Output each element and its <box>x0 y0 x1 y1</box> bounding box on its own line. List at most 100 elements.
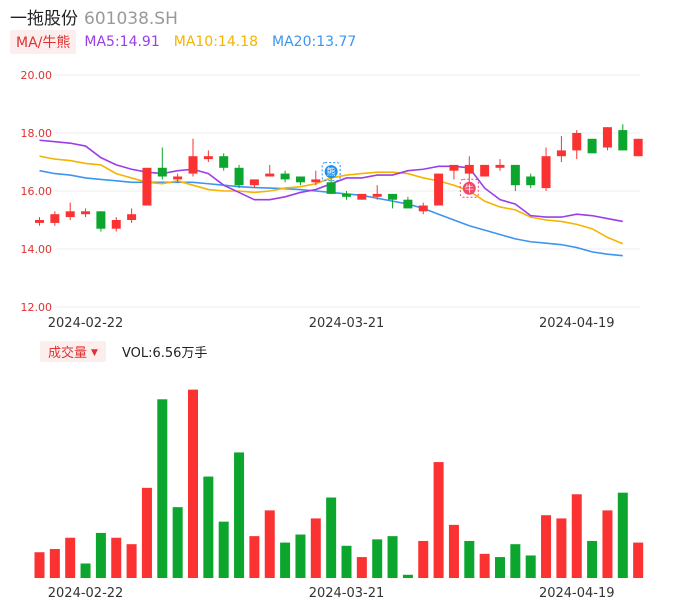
volume-bar <box>249 536 260 578</box>
y-tick-label: 20.00 <box>21 69 53 82</box>
volume-bar <box>587 540 598 578</box>
volume-bar <box>326 497 337 578</box>
volume-bar <box>617 492 628 578</box>
volume-bar <box>295 534 306 578</box>
candle-body <box>35 220 44 223</box>
volume-bar <box>49 549 60 578</box>
candle-body <box>295 176 305 183</box>
candle-body <box>556 150 566 157</box>
volume-bar <box>510 544 521 578</box>
candle-body <box>111 220 121 229</box>
caret-down-icon: ▼ <box>91 347 98 358</box>
candle-body <box>602 127 612 148</box>
stock-title: 一拖股份 601038.SH <box>10 4 178 29</box>
candle-body <box>142 167 152 206</box>
candle-body <box>342 193 351 197</box>
volume-bar <box>633 542 644 578</box>
candle-body <box>587 138 597 154</box>
volume-bar <box>479 553 490 578</box>
bull-marker-label: 牛 <box>465 183 474 195</box>
volume-bar <box>203 476 214 578</box>
volume-indicator-button[interactable]: 成交量 ▼ <box>40 340 106 362</box>
candle-body <box>449 164 459 171</box>
candle-body <box>326 182 336 194</box>
volume-bar <box>310 518 321 578</box>
volume-bar <box>218 521 229 578</box>
bull-marker-frame <box>459 178 479 198</box>
ma-toolbar: MA/牛熊 MA5:14.91 MA10:14.18 MA20:13.77 <box>10 30 370 54</box>
volume-bar <box>172 507 183 578</box>
x-tick-label: 2024-04-19 <box>539 316 615 331</box>
volume-bar <box>571 494 582 578</box>
candle-body <box>249 179 259 186</box>
candle-body <box>173 176 183 180</box>
candle-body <box>65 211 75 218</box>
volume-bar <box>356 557 367 578</box>
volume-bar <box>34 552 45 578</box>
x-tick-label: 2024-02-22 <box>48 316 124 331</box>
ma20-label: MA20:13.77 <box>272 34 357 50</box>
candle-body <box>434 173 444 206</box>
candle-body <box>541 156 551 189</box>
candle-body <box>510 164 520 186</box>
volume-bar <box>464 540 475 578</box>
y-tick-label: 12.00 <box>21 301 53 314</box>
candle-body <box>81 211 91 215</box>
candle-body <box>234 167 244 186</box>
bear-marker-frame <box>321 162 341 182</box>
candle-body <box>203 156 213 160</box>
candle-body <box>480 164 490 177</box>
volume-bar <box>234 452 245 578</box>
ma5-label: MA5:14.91 <box>84 34 160 50</box>
candle-body <box>572 133 582 151</box>
volume-bar <box>111 537 122 578</box>
bear-marker-icon <box>324 165 338 179</box>
candle-body <box>219 156 229 168</box>
volume-bar <box>95 532 106 578</box>
candle-body <box>157 167 167 177</box>
volume-bar <box>280 542 291 578</box>
ma-indicator-button[interactable]: MA/牛熊 <box>10 30 77 54</box>
candle-body <box>464 164 474 174</box>
volume-bar <box>65 537 76 578</box>
volume-toolbar: 成交量 ▼ VOL:6.56万手 <box>40 340 208 362</box>
bull-marker-icon <box>462 181 476 195</box>
volume-value: VOL:6.56万手 <box>121 345 208 361</box>
candle-body <box>188 156 198 174</box>
volume-bar <box>188 389 198 578</box>
candle-body <box>311 179 321 183</box>
volume-bar <box>126 544 137 578</box>
candle-body <box>96 211 106 229</box>
candle-body <box>495 164 505 168</box>
candle-body <box>618 130 628 151</box>
volume-bar <box>341 545 352 578</box>
volume-bar <box>602 510 613 578</box>
volume-indicator-label: 成交量 <box>48 345 88 361</box>
volume-bar <box>141 487 152 578</box>
ma10-label: MA10:14.18 <box>173 34 259 50</box>
volume-bar <box>525 555 536 578</box>
volume-bar <box>264 510 275 578</box>
x-tick-label: 2024-03-21 <box>309 316 385 331</box>
stock-code: 601038.SH <box>84 9 178 29</box>
y-tick-label: 18.00 <box>21 127 53 140</box>
candle-body <box>372 193 382 197</box>
candle-body <box>418 205 428 212</box>
bear-marker-label: 熊 <box>327 166 336 178</box>
volume-bar <box>80 563 91 578</box>
volume-bar <box>418 540 429 578</box>
volume-bar <box>541 515 552 578</box>
volume-bar <box>387 536 398 578</box>
candle-body <box>388 193 398 200</box>
candle-body <box>403 199 413 209</box>
stock-name: 一拖股份 <box>10 9 78 29</box>
candle-body <box>265 173 275 177</box>
volume-bar <box>157 399 168 578</box>
candle-body <box>127 214 137 220</box>
candle-body <box>526 176 536 186</box>
volume-bar <box>372 539 383 578</box>
volume-x-tick-label: 2024-03-21 <box>309 586 385 601</box>
candle-body <box>357 193 367 200</box>
candle-body <box>280 173 290 180</box>
